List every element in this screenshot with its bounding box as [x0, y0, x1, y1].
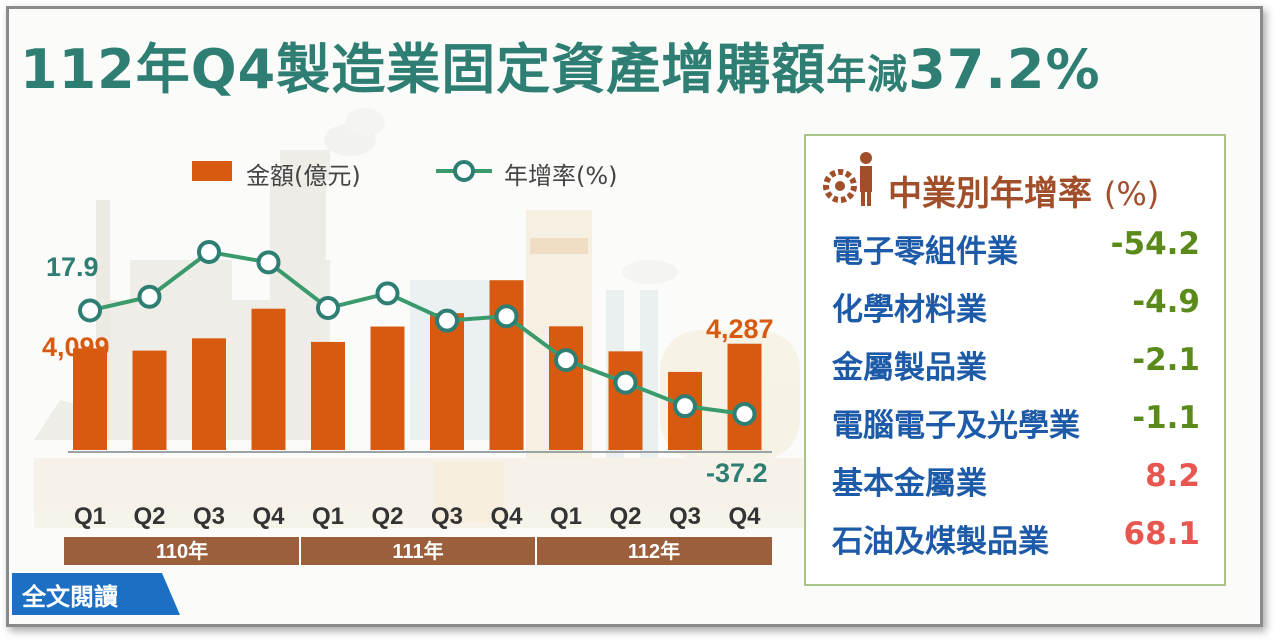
industry-rate: 8.2	[1145, 458, 1200, 494]
page-title: 112年Q4製造業固定資產增購額年減37.2%	[20, 40, 1260, 105]
legend-swatches	[192, 160, 492, 182]
industry-name: 電腦電子及光學業	[832, 408, 1080, 444]
x-tick-labels: Q1 Q2 Q3 Q4 Q1 Q2 Q3 Q4 Q1 Q2 Q3 Q4	[74, 503, 761, 530]
year-band-background	[64, 537, 772, 565]
industry-rate: -4.9	[1132, 284, 1200, 320]
industry-name: 電子零組件業	[832, 234, 1018, 270]
rate-point	[673, 394, 697, 419]
x-tick-label: Q3	[669, 503, 701, 530]
bar	[73, 348, 107, 450]
bar	[727, 343, 762, 450]
rate-point	[494, 304, 519, 329]
rate-point	[435, 308, 459, 333]
x-tick-label: Q1	[312, 503, 344, 530]
industry-rate: -2.1	[1132, 342, 1200, 378]
legend-line-label: 年增率(%)	[504, 162, 618, 190]
x-tick-label: Q3	[193, 503, 225, 530]
industry-row: 電腦電子及光學業 -1.1	[832, 400, 1212, 450]
x-tick-label: Q2	[133, 503, 165, 530]
x-tick-label: Q1	[550, 503, 582, 530]
year-label: 110年	[156, 539, 208, 563]
industry-rate: 68.1	[1123, 516, 1201, 552]
industry-row: 電子零組件業 -54.2	[832, 226, 1212, 276]
legend-marker-icon	[453, 160, 475, 182]
industry-rate: -54.2	[1110, 226, 1200, 262]
year-label: 111年	[392, 539, 443, 563]
last-amount-label: 4,287	[706, 314, 774, 344]
title-part-main: Q4製造業固定資產增購額	[190, 38, 827, 101]
bar	[549, 326, 583, 450]
industry-rate: -1.1	[1132, 400, 1200, 436]
bar-series	[73, 280, 762, 450]
bar	[192, 338, 226, 450]
x-tick-label: Q3	[431, 503, 463, 530]
bar	[370, 326, 405, 450]
industry-name: 金屬製品業	[832, 350, 987, 386]
title-part-percent: 37.2%	[908, 38, 1101, 101]
industry-row: 基本金屬業 8.2	[832, 458, 1212, 508]
year-band: 110年 111年 112年	[64, 537, 772, 565]
first-rate-label: 17.9	[46, 252, 99, 282]
read-full-article-button[interactable]: 全文閱讀	[12, 573, 180, 615]
title-part-year: 112年	[20, 38, 191, 101]
bar	[132, 350, 167, 450]
bar	[251, 308, 286, 450]
legend-bar-label: 金額(億元)	[246, 162, 361, 190]
industry-row: 石油及煤製品業 68.1	[832, 516, 1212, 566]
rate-point	[375, 281, 400, 306]
rate-point	[554, 348, 578, 373]
rate-point	[613, 370, 638, 395]
rate-point	[316, 296, 340, 321]
rate-point	[137, 284, 162, 309]
x-tick-label: Q2	[371, 503, 403, 530]
first-amount-label: 4,099	[42, 332, 110, 362]
bar	[608, 351, 643, 450]
legend-bar-swatch	[192, 161, 232, 181]
line-series	[78, 240, 757, 426]
x-tick-label: Q2	[609, 503, 641, 530]
bar	[311, 341, 345, 450]
x-tick-label: Q1	[74, 503, 106, 530]
rate-point	[197, 240, 221, 264]
x-tick-label: Q4	[490, 503, 523, 530]
button-background	[12, 573, 180, 615]
rate-point	[732, 402, 757, 426]
rate-point	[256, 250, 281, 275]
last-rate-label: -37.2	[706, 458, 768, 488]
x-tick-label: Q4	[728, 503, 761, 530]
industry-name: 化學材料業	[832, 292, 987, 328]
industry-name: 基本金屬業	[832, 466, 987, 502]
title-part-decrease: 年減	[826, 52, 909, 98]
panel-title: 中業別年增率 (%)	[888, 166, 1159, 215]
year-label: 112年	[628, 539, 680, 563]
industry-row: 化學材料業 -4.9	[832, 284, 1212, 334]
bar	[430, 313, 464, 450]
industry-row: 金屬製品業 -2.1	[832, 342, 1212, 392]
industry-growth-panel: 中業別年增率 (%) 電子零組件業 -54.2 化學材料業 -4.9 金屬製品業…	[804, 134, 1226, 586]
read-full-article-label: 全文閱讀	[22, 583, 118, 611]
panel-title-unit: (%)	[1103, 175, 1160, 213]
gear-person-icon	[823, 152, 872, 206]
panel-title-text: 中業別年增率	[888, 174, 1092, 214]
rate-point	[78, 298, 102, 323]
x-tick-label: Q4	[252, 503, 285, 530]
industry-name: 石油及煤製品業	[832, 524, 1049, 560]
